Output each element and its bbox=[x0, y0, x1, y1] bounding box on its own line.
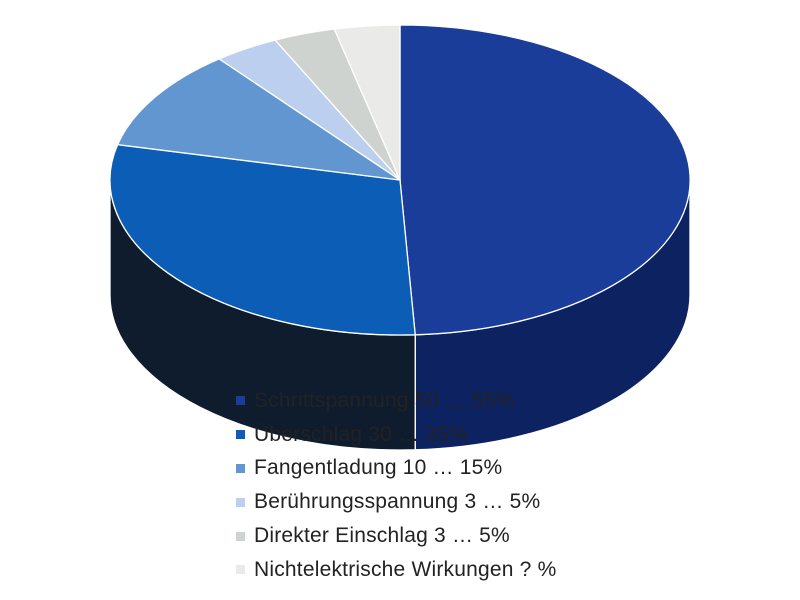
legend: Schrittspannung 50 … 55% Überschlag 30 …… bbox=[236, 384, 556, 587]
legend-item: Überschlag 30 … 35% bbox=[236, 418, 556, 452]
legend-label: Direkter Einschlag 3 … 5% bbox=[254, 524, 510, 548]
legend-item: Berührungsspannung 3 … 5% bbox=[236, 485, 556, 519]
pie-tops bbox=[109, 24, 691, 336]
legend-label: Berührungsspannung 3 … 5% bbox=[254, 490, 541, 514]
legend-swatch bbox=[236, 531, 245, 541]
legend-label: Nichtelektrische Wirkungen ? % bbox=[254, 557, 557, 581]
slice-1 bbox=[109, 143, 416, 336]
legend-label: Fangentladung 10 … 15% bbox=[254, 456, 503, 480]
legend-swatch bbox=[236, 565, 245, 575]
slice-5 bbox=[333, 24, 401, 181]
legend-swatch bbox=[236, 497, 245, 507]
legend-item: Direkter Einschlag 3 … 5% bbox=[236, 519, 556, 553]
legend-label: Überschlag 30 … 35% bbox=[254, 422, 468, 446]
legend-item: Nichtelektrische Wirkungen ? % bbox=[236, 553, 556, 587]
legend-label: Schrittspannung 50 … 55% bbox=[254, 388, 515, 412]
legend-swatch bbox=[236, 396, 245, 406]
legend-item: Fangentladung 10 … 15% bbox=[236, 452, 556, 486]
legend-swatch bbox=[236, 430, 245, 440]
slice-2 bbox=[117, 58, 401, 181]
legend-swatch bbox=[236, 463, 245, 473]
slice-0 bbox=[399, 24, 691, 336]
legend-item: Schrittspannung 50 … 55% bbox=[236, 384, 556, 418]
